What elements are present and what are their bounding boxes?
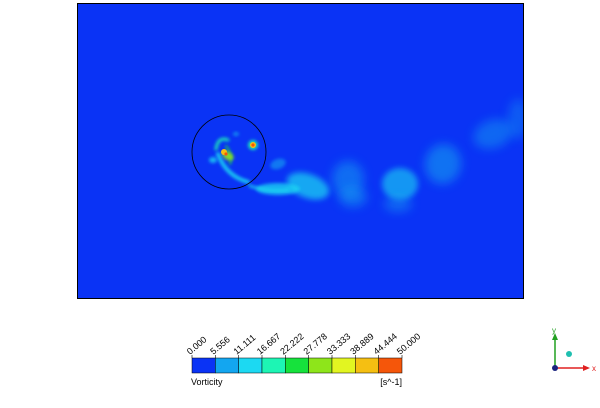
vortex-blob: [339, 187, 367, 207]
color-legend: 0.000 5.556 11.111 16.667 22.222 27.778 33.333…: [185, 318, 423, 393]
axis-triad: y x: [538, 326, 598, 383]
legend-title: Vorticity: [191, 377, 223, 387]
vortex-core: [209, 157, 217, 163]
origin-dot-icon: [552, 365, 558, 371]
vortex-blob: [424, 144, 462, 184]
legend-tick-label: 50.000: [395, 331, 423, 356]
legend-colorbar: 0.000 5.556 11.11116.66722.22227.77833.333…: [185, 331, 422, 374]
legend-tick-label: 16.667: [255, 331, 283, 356]
vorticity-field: [78, 4, 523, 298]
vortex-blob: [384, 196, 412, 212]
legend-tick-label: 44.444: [372, 331, 400, 356]
shear-layer: [216, 152, 250, 184]
legend-tick-label: 38.889: [348, 331, 376, 356]
vortex-core: [224, 152, 228, 156]
y-axis-label: y: [552, 328, 556, 335]
rotor-circle: [191, 114, 267, 190]
vortex-wake: [209, 99, 523, 212]
legend-swatch: [331, 357, 356, 374]
vortex-blob: [508, 99, 523, 139]
legend-tick-label: 33.333: [325, 331, 353, 356]
shear-layer: [214, 137, 230, 151]
y-arrowhead-icon: [552, 333, 558, 340]
legend-swatch: [215, 357, 239, 374]
legend-swatch: [261, 357, 286, 374]
legend-tick-label: 11.111: [232, 332, 258, 356]
legend-swatch: [285, 357, 309, 374]
vortex-core: [233, 132, 239, 136]
shear-layer: [248, 184, 290, 192]
view-sphere-icon: [566, 351, 572, 357]
vortex-blob: [473, 119, 513, 149]
legend-swatch: [378, 357, 403, 374]
x-axis-label: x: [592, 364, 596, 373]
vortex-blob: [382, 168, 418, 200]
legend-swatch: [191, 357, 216, 374]
legend-tick-label: 5.556: [208, 334, 232, 356]
vortex-blob: [286, 172, 330, 200]
legend-unit: [s^-1]: [380, 377, 402, 387]
legend-swatch: [238, 357, 263, 374]
vortex-blob: [270, 158, 286, 170]
x-arrowhead-icon: [583, 365, 590, 371]
vortex-core: [251, 143, 255, 147]
legend-tick-label: 27.778: [302, 331, 330, 356]
legend-swatch: [308, 357, 333, 374]
legend-tick-label: 0.000: [185, 334, 209, 356]
legend-swatch: [355, 357, 379, 374]
contour-plot: [77, 3, 524, 299]
legend-tick-label: 22.222: [278, 331, 306, 356]
